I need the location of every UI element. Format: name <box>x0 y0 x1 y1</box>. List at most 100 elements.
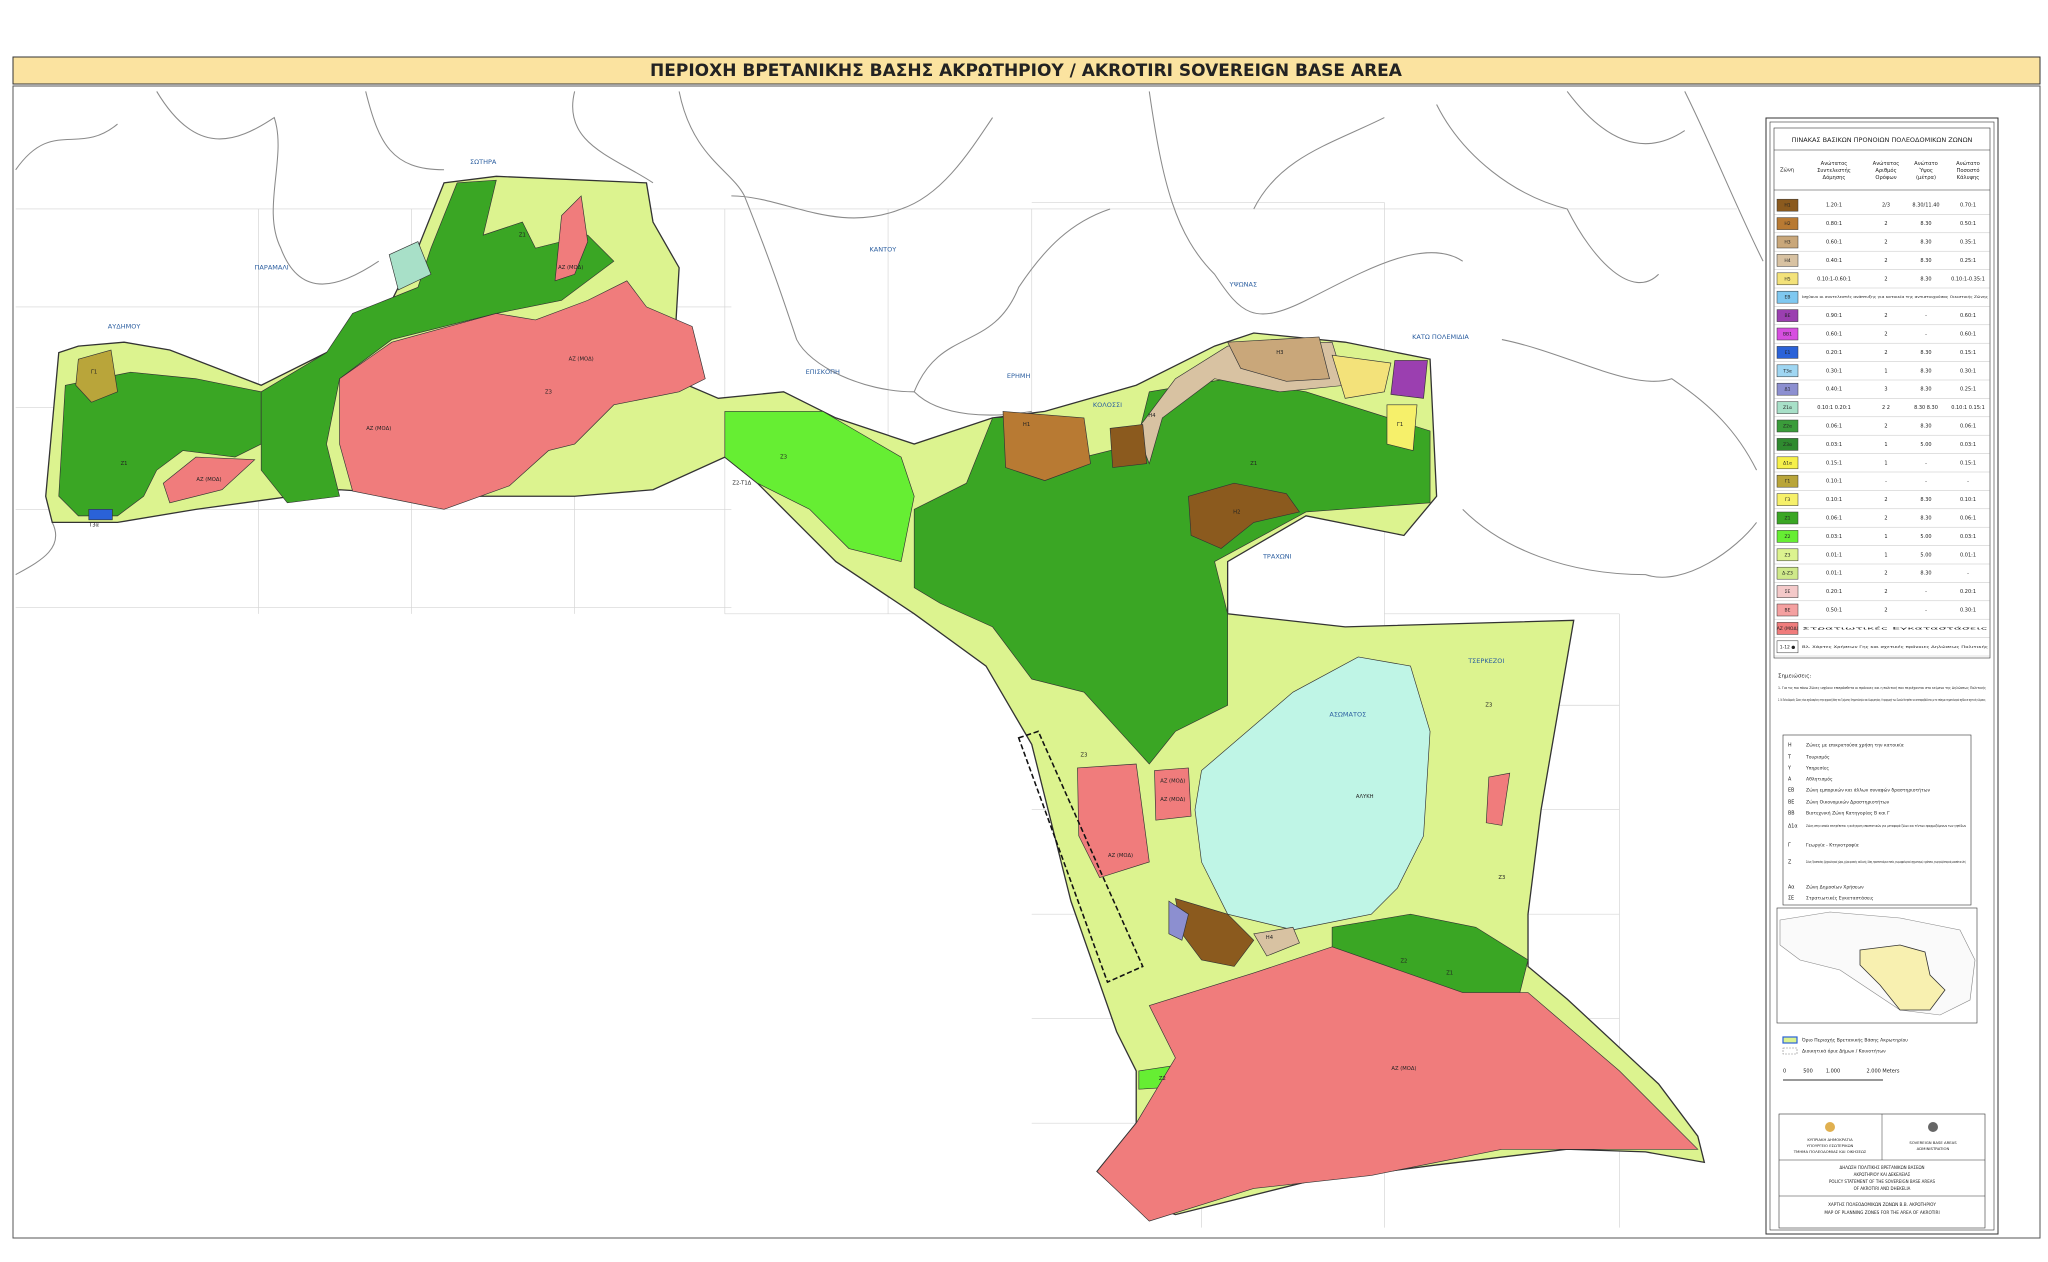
zone-value: 1 <box>1884 552 1887 558</box>
zone-value: 0.30:1 <box>1960 368 1976 374</box>
zone-value: - <box>1925 608 1927 614</box>
key-desc: Ζώνες Προστασίας (Αρχαιολογικοί χώροι, χ… <box>1806 860 1966 864</box>
zone-value: 0.70:1 <box>1960 203 1976 209</box>
zone-code: Η4 <box>1784 258 1790 264</box>
key-code: Η <box>1788 743 1792 749</box>
zone-value: 8.30 <box>1920 221 1931 227</box>
zone-swatch <box>1776 640 1799 654</box>
zone-swatch <box>1776 548 1799 562</box>
mini-map-base <box>1859 944 1946 1011</box>
zone-value: 0.10:1-0.35:1 <box>1951 276 1985 282</box>
key-desc: Ζώνη στην οποία επιτρέπεται η ανέγερση υ… <box>1806 824 1966 828</box>
zone-value: 2/3 <box>1882 203 1890 209</box>
zone-area <box>1154 767 1192 821</box>
zone-value: 0.10:1-0.60:1 <box>1817 276 1851 282</box>
place-name: ΠΑΡΑΜΑΛΙ <box>255 264 289 272</box>
place-name: ΕΡΗΜΗ <box>1007 372 1031 380</box>
legend-inner <box>1769 121 1995 1231</box>
zone-area <box>75 349 118 403</box>
key-desc: Υπηρεσίες <box>1805 765 1829 772</box>
zone-value: 0.20:1 <box>1960 589 1976 595</box>
zone-area <box>1331 354 1392 399</box>
key-desc: Ζώνη Δημοσίων Χρήσεων <box>1806 884 1864 891</box>
zone-value: 5.00 <box>1920 534 1931 540</box>
zone-value: 0.40:1 <box>1826 258 1842 264</box>
zone-swatch <box>1776 566 1799 580</box>
zone-swatch <box>1776 511 1799 525</box>
zone-value: 2 <box>1884 608 1887 614</box>
zone-value: 8.30 <box>1920 368 1931 374</box>
zone-label: ΑΖ (ΜΟΔ) <box>1391 1066 1416 1072</box>
zone-value: 0.10:1 <box>1826 497 1842 503</box>
key-desc: Ζώνη Οικονομικών Δραστηριοτήτων <box>1806 799 1890 806</box>
admin-boundaries <box>15 91 1764 578</box>
zone-swatch <box>1776 254 1799 267</box>
zone-value: 0.10:1 0.15:1 <box>1951 405 1985 411</box>
zone-code: Ζ2 <box>1785 534 1791 540</box>
zone-value: 0.30:1 <box>1826 368 1842 374</box>
zone-swatch <box>1776 346 1799 359</box>
zone-code: Ζ1α <box>1783 405 1792 411</box>
zone-value: 1 <box>1884 368 1887 374</box>
zone-code: ΒΕ <box>1785 608 1791 614</box>
key-code: Υ <box>1787 766 1791 772</box>
boundary-label: Όριο Περιοχής Βρετανικής Βάσης Ακρωτηρίο… <box>1801 1037 1908 1044</box>
statement: POLICY STATEMENT OF THE SOVEREIGN BASE A… <box>1829 1179 1935 1184</box>
zone-value: 0.10:1 <box>1960 497 1976 503</box>
zone-value: 0.60:1 <box>1826 240 1842 246</box>
dashed-boundary <box>1017 730 1144 984</box>
zone-area <box>88 509 113 521</box>
zone-value: 0.03:1 <box>1826 534 1842 540</box>
zone-code: Δ1 <box>1785 387 1791 393</box>
zone-swatch <box>1776 474 1799 488</box>
zone-value: 2 <box>1884 276 1887 282</box>
zone-value: 8.30 <box>1920 350 1931 356</box>
zone-value: 0.20:1 <box>1826 589 1842 595</box>
zone-code: Τ3α <box>1782 368 1792 374</box>
place-name: ΥΨΩΝΑΣ <box>1229 281 1258 289</box>
key-code: ΒΒ <box>1788 811 1795 817</box>
zone-label: ΑΖ (ΜΟΔ) <box>1108 853 1133 859</box>
place-name: ΑΣΩΜΑΤΟΣ <box>1329 710 1366 718</box>
boundary-swatch <box>1782 1047 1798 1055</box>
zone-swatch <box>1776 622 1799 635</box>
place-name: ΣΩΤΗΡΑ <box>470 158 497 166</box>
statement: OF AKROTIRI AND DHEKELIA <box>1854 1186 1911 1191</box>
key-desc: Βιοτεχνική Ζώνη Κατηγορίας Β και Γ <box>1806 810 1890 817</box>
key-desc: Γεωργία - Κτηνοτροφία <box>1806 842 1859 849</box>
zone-value: 2 2 <box>1882 405 1890 411</box>
emblem <box>1928 1122 1938 1132</box>
zone-value: 0.10:1 <box>1826 479 1842 485</box>
zone-swatch <box>1776 530 1799 543</box>
zone-value: 0.01:1 <box>1826 571 1842 577</box>
zone-value: 0.15:1 <box>1960 460 1976 466</box>
zone-value: - <box>1925 313 1927 319</box>
scale-label: 2.000 Meters <box>1867 1069 1900 1075</box>
zone-label: Η2 <box>1233 509 1240 515</box>
zone-label: ΑΖ (ΜΟΔ) <box>1160 778 1185 784</box>
table-frame <box>1773 127 1991 659</box>
zone-swatch <box>1776 438 1799 451</box>
key-desc: Τουρισμός <box>1805 754 1830 761</box>
key-desc: Αθλητισμός <box>1806 776 1833 783</box>
zone-area <box>1227 336 1330 382</box>
zone-label: Ζ3 <box>1498 875 1505 881</box>
zone-value: 5.00 <box>1920 442 1931 448</box>
zone-area <box>339 280 706 510</box>
org-name: SOVEREIGN BASE AREAS <box>1909 1140 1957 1145</box>
zone-label: Η1 <box>1023 422 1030 428</box>
zone-value: 0.50:1 <box>1960 221 1976 227</box>
key-code: Δ1α <box>1788 824 1798 830</box>
zone-value: 2 <box>1884 332 1887 338</box>
zone-value: 2 <box>1884 221 1887 227</box>
zone-value: 2 <box>1884 497 1887 503</box>
zone-value: 8.30 <box>1920 497 1931 503</box>
zone-code: Η2 <box>1784 221 1790 227</box>
sheet-title: ΧΑΡΤΗΣ ΠΟΛΕΟΔΟΜΙΚΩΝ ΖΩΝΩΝ Β.Β. ΑΚΡΩΤΗΡΙΟ… <box>1828 1202 1936 1207</box>
zone-value: 1 <box>1884 442 1887 448</box>
zone-label: Γ1 <box>1397 422 1403 428</box>
zone-swatch <box>1776 456 1799 470</box>
zone-value: 0.06:1 <box>1960 424 1976 430</box>
